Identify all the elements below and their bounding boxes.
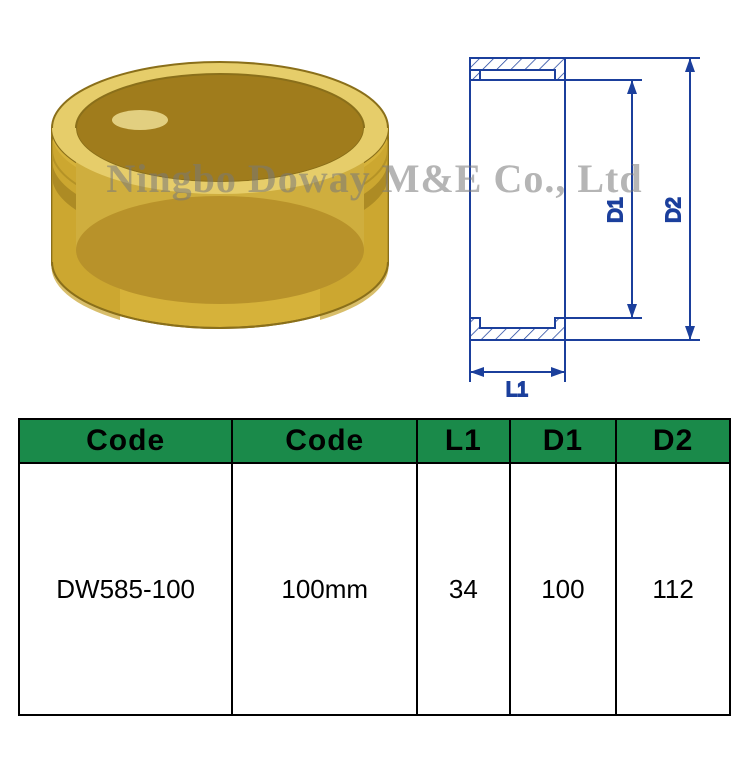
th-d2: D2 xyxy=(616,419,730,463)
cell-l1: 34 xyxy=(417,463,509,715)
th-code-2: Code xyxy=(232,419,417,463)
dim-label-d2: D2 xyxy=(663,197,685,223)
th-l1: L1 xyxy=(417,419,509,463)
figure-svg: D1 D2 L1 xyxy=(0,0,749,400)
cell-code: DW585-100 xyxy=(19,463,232,715)
table-header-row: Code Code L1 D1 D2 xyxy=(19,419,730,463)
th-code-1: Code xyxy=(19,419,232,463)
th-d1: D1 xyxy=(510,419,617,463)
dim-label-l1: L1 xyxy=(506,379,528,400)
spec-table-wrap: Code Code L1 D1 D2 DW585-100 100mm 34 10… xyxy=(18,418,731,716)
table-row: DW585-100 100mm 34 100 112 xyxy=(19,463,730,715)
cell-size: 100mm xyxy=(232,463,417,715)
cell-d1: 100 xyxy=(510,463,617,715)
dim-label-d1: D1 xyxy=(605,197,627,223)
section-drawing: D1 D2 L1 xyxy=(470,58,700,400)
cell-d2: 112 xyxy=(616,463,730,715)
brass-ring xyxy=(52,62,389,328)
spec-table: Code Code L1 D1 D2 DW585-100 100mm 34 10… xyxy=(18,418,731,716)
figure-area: D1 D2 L1 Ningbo Doway M&E Co., Ltd xyxy=(0,0,749,400)
